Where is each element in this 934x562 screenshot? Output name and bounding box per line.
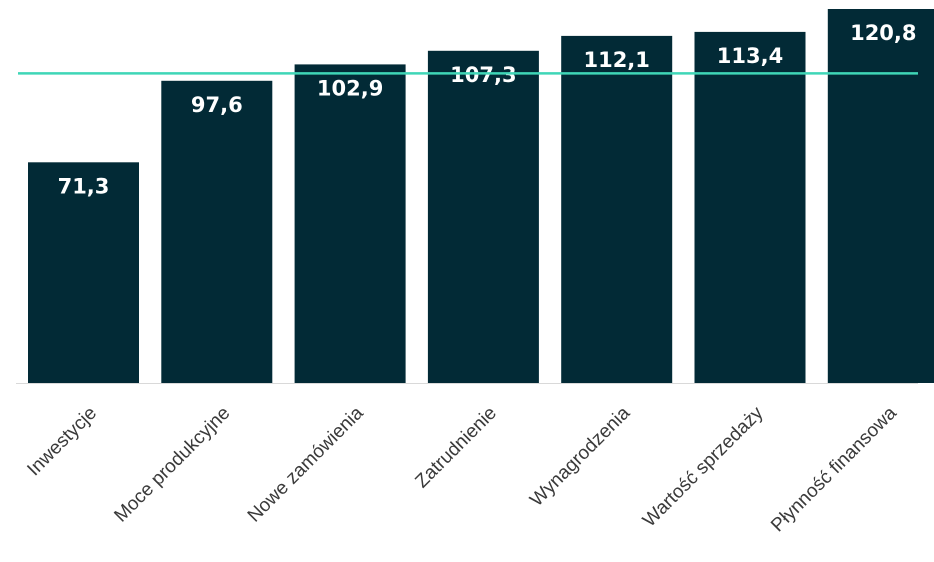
x-tick-label-1: Inwestycje (23, 403, 101, 481)
x-tick-label-7: Płynność finansowa (767, 402, 901, 536)
bar-3 (294, 64, 406, 384)
x-tick-labels-group: Inwestycje Moce produkcyjne Nowe zamówieni… (23, 402, 901, 536)
bar-1 (28, 162, 139, 383)
x-tick-label-6: Wartość sprzedaży (639, 402, 768, 531)
x-tick-label-5: Wynagrodzenia (526, 402, 634, 510)
value-labels-group: 71,3 97,6 102,9 107,3 112,1 113,4 120,8 (58, 21, 917, 198)
bar-6 (694, 31, 806, 384)
bar-4 (427, 50, 539, 384)
bars-group (28, 9, 934, 384)
value-label-7: 120,8 (850, 21, 916, 45)
bar-7 (827, 9, 934, 383)
value-label-3: 102,9 (317, 76, 383, 100)
value-label-2: 97,6 (191, 93, 243, 117)
value-label-1: 71,3 (58, 174, 110, 198)
x-tick-label-3: Nowe zamówienia (244, 402, 368, 526)
x-tick-label-4: Zatrudnienie (411, 403, 501, 493)
bar-2 (161, 80, 273, 384)
x-tick-label-2: Moce produkcyjne (110, 403, 234, 527)
value-label-4: 107,3 (450, 63, 516, 87)
value-label-6: 113,4 (717, 44, 783, 68)
value-label-5: 112,1 (583, 48, 649, 72)
bar-5 (561, 35, 673, 384)
